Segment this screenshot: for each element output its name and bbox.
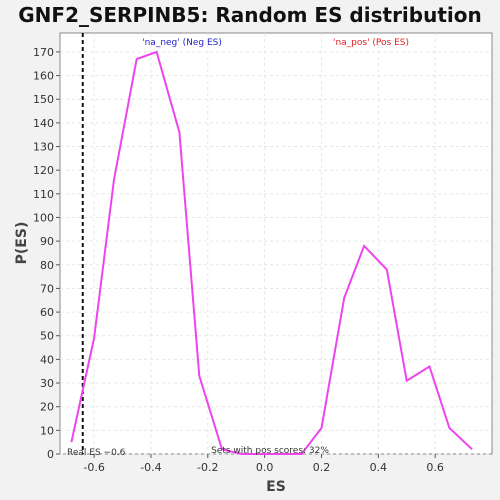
es-distribution-line (70, 50, 473, 455)
plot-area (59, 32, 493, 455)
y-axis-ticks: 0 10 20 30 40 50 60 70 80 90 100 110 120 130 140 150 160… (33, 46, 60, 461)
legend-neg-label: 'na_neg' (Neg ES) (142, 38, 222, 48)
y-tick-label: 110 (33, 188, 54, 201)
grid-lines (60, 33, 492, 455)
x-tick-label: -0.6 (83, 461, 104, 474)
x-axis-label: ES (266, 479, 286, 495)
y-tick-label: 150 (33, 93, 54, 106)
y-tick-label: 0 (47, 448, 54, 461)
chart-title: GNF2_SERPINB5: Random ES distribution (18, 3, 482, 27)
x-tick-label: 0.0 (256, 461, 274, 474)
y-tick-label: 140 (33, 117, 54, 130)
y-axis-label: P(ES) (14, 222, 30, 265)
y-tick-label: 130 (33, 141, 54, 154)
y-tick-label: 70 (40, 282, 54, 295)
footnote-pos-scores: Sets with pos scores: 32% (211, 446, 329, 456)
x-tick-label: 0.4 (370, 461, 388, 474)
x-tick-label: 0.6 (426, 461, 444, 474)
y-tick-label: 10 (40, 424, 54, 437)
y-tick-label: 30 (40, 377, 54, 390)
y-tick-label: 60 (40, 306, 54, 319)
x-axis-ticks: -0.6 -0.4 -0.2 0.0 0.2 0.4 0.6 (83, 454, 444, 474)
x-tick-label: -0.4 (140, 461, 161, 474)
real-es-label: Real ES −0.6 (67, 448, 126, 458)
y-tick-label: 80 (40, 259, 54, 272)
x-tick-label: -0.2 (197, 461, 218, 474)
y-tick-label: 20 (40, 401, 54, 414)
legend-pos-label: 'na_pos' (Pos ES) (333, 38, 409, 48)
y-tick-label: 170 (33, 46, 54, 59)
y-tick-label: 90 (40, 235, 54, 248)
y-tick-label: 160 (33, 70, 54, 83)
y-tick-label: 120 (33, 164, 54, 177)
y-tick-label: 100 (33, 211, 54, 224)
x-tick-label: 0.2 (313, 461, 331, 474)
y-tick-label: 50 (40, 330, 54, 343)
y-tick-label: 40 (40, 353, 54, 366)
